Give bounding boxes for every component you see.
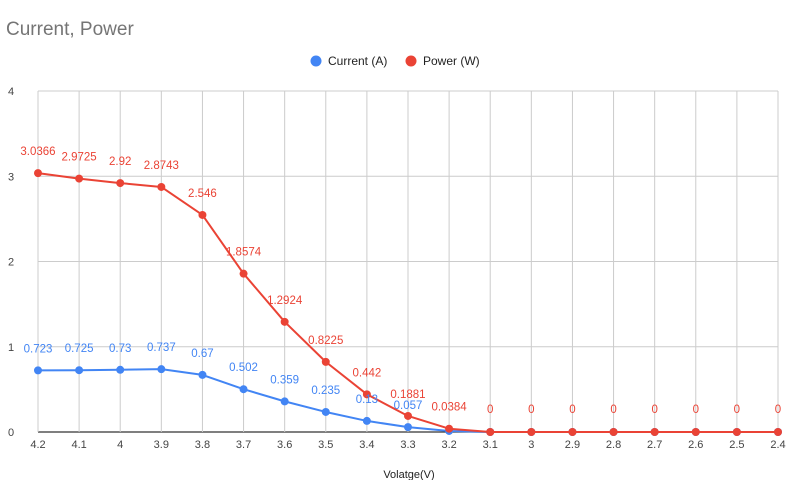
data-point-current <box>116 365 125 374</box>
x-tick-label: 2.5 <box>729 439 744 451</box>
data-label-power: 0 <box>610 404 616 416</box>
data-point-current <box>239 385 248 394</box>
data-label-power: 0 <box>775 404 781 416</box>
x-tick-label: 4 <box>117 439 123 451</box>
data-point-power <box>650 428 659 436</box>
legend-marker-power <box>405 55 417 67</box>
data-point-power <box>34 169 42 178</box>
legend-label-power: Power (W) <box>423 54 480 68</box>
data-label-power: 0 <box>487 404 493 416</box>
data-label-power: 2.9725 <box>62 152 97 164</box>
y-axis: 0 1 2 3 4 <box>8 86 14 439</box>
data-label-power: 1.8574 <box>226 247 262 259</box>
data-point-power <box>362 390 371 399</box>
data-point-current <box>34 366 42 375</box>
data-label-current: 0.737 <box>147 342 176 354</box>
data-point-power <box>691 428 700 436</box>
data-point-current <box>321 407 330 416</box>
data-point-power <box>280 317 289 326</box>
data-label-power: 2.92 <box>109 156 131 168</box>
y-tick-label: 3 <box>8 171 14 183</box>
data-label-current: 0.502 <box>229 362 258 374</box>
data-point-power <box>198 210 207 219</box>
data-point-current <box>362 416 371 425</box>
legend: Current (A) Power (W) <box>310 54 480 68</box>
data-label-power: 0.8225 <box>308 335 343 347</box>
x-tick-label: 3.8 <box>195 439 210 451</box>
data-label-power: 0.0384 <box>432 402 468 414</box>
data-label-power: 1.2924 <box>267 295 303 307</box>
legend-label-current: Current (A) <box>328 54 387 68</box>
y-tick-label: 0 <box>8 427 14 439</box>
data-label-power: 0 <box>651 404 657 416</box>
y-tick-label: 4 <box>8 86 14 98</box>
data-label-current: 0.13 <box>356 394 378 406</box>
x-tick-label: 4.2 <box>30 439 45 451</box>
data-point-power <box>774 428 782 436</box>
data-label-current: 0.723 <box>24 343 53 355</box>
data-label-power: 0 <box>734 404 740 416</box>
data-point-power <box>404 411 412 420</box>
data-point-power <box>527 428 536 436</box>
data-label-current: 0.725 <box>65 343 94 355</box>
data-label-power: 2.546 <box>188 188 217 200</box>
x-axis: 4.2 4.1 4 3.9 3.8 3.7 3.6 3.5 3.4 3.3 3.2 3.1 3 2.9 2.… <box>30 439 785 451</box>
x-tick-label: 3.1 <box>483 439 498 451</box>
x-tick-label: 3.6 <box>277 439 292 451</box>
data-point-power <box>609 428 618 436</box>
data-label-power: 0.442 <box>352 367 381 379</box>
x-axis-label: Volatge(V) <box>383 469 434 480</box>
x-tick-label: 3.4 <box>359 439 374 451</box>
y-tick-label: 1 <box>8 342 14 354</box>
data-label-power: 0 <box>528 404 534 416</box>
chart-title: Current, Power <box>6 19 134 40</box>
x-tick-label: 2.4 <box>770 439 785 451</box>
data-label-power: 0 <box>693 404 699 416</box>
data-point-current <box>280 397 289 406</box>
data-point-power <box>445 424 454 433</box>
y-tick-label: 2 <box>8 257 14 269</box>
data-point-power <box>732 428 741 436</box>
x-tick-label: 2.9 <box>565 439 580 451</box>
data-label-current: 0.235 <box>311 385 340 397</box>
legend-marker-current <box>310 55 322 67</box>
x-tick-label: 4.1 <box>71 439 86 451</box>
data-point-power <box>116 179 125 188</box>
data-label-current: 0.73 <box>109 343 131 355</box>
data-point-power <box>486 428 495 436</box>
data-point-power <box>321 357 330 366</box>
data-point-power <box>75 174 84 183</box>
x-tick-label: 2.7 <box>647 439 662 451</box>
data-point-current <box>404 423 412 432</box>
data-label-current: 0.359 <box>270 374 299 386</box>
x-tick-label: 2.8 <box>606 439 621 451</box>
x-tick-label: 3 <box>528 439 534 451</box>
x-tick-label: 3.9 <box>154 439 169 451</box>
data-label-current: 0.057 <box>394 400 423 412</box>
x-tick-label: 3.3 <box>400 439 415 451</box>
data-label-power: 3.0366 <box>20 146 55 158</box>
x-tick-label: 3.5 <box>318 439 333 451</box>
x-tick-label: 3.2 <box>441 439 456 451</box>
data-point-current <box>157 365 166 374</box>
data-label-power: 0.1881 <box>390 389 425 401</box>
data-label-current: 0.67 <box>191 348 213 360</box>
data-point-current <box>198 370 207 379</box>
data-point-power <box>157 182 166 191</box>
grid <box>37 90 779 433</box>
data-point-power <box>239 269 248 278</box>
data-label-power: 2.8743 <box>144 160 179 172</box>
data-point-current <box>75 366 84 375</box>
data-label-power: 0 <box>569 404 575 416</box>
plot-area: 0.723 0.725 0.73 0.737 0.67 0.502 0.359 0.235 0.… <box>20 146 782 436</box>
data-point-power <box>568 428 577 436</box>
x-tick-label: 2.6 <box>688 439 703 451</box>
x-tick-label: 3.7 <box>236 439 251 451</box>
